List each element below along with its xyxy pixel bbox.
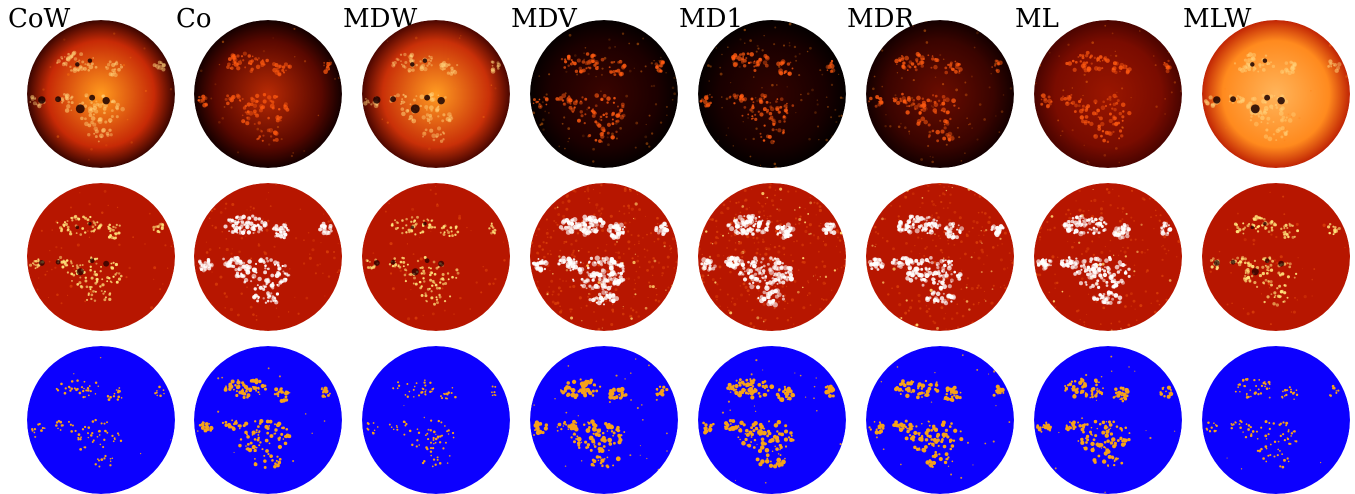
disk-background (27, 20, 175, 168)
disk-background (1202, 20, 1350, 168)
solar-disk-segmentation-co (194, 346, 342, 494)
solar-disk-segmentation-ml (1034, 346, 1182, 494)
disk-background (1202, 346, 1350, 494)
solar-disk-intensity-co (194, 20, 342, 168)
disk-background (362, 346, 510, 494)
disk-background (530, 183, 678, 331)
disk-background (866, 20, 1014, 168)
solar-disk-intensity-mdr (866, 20, 1014, 168)
solar-disk-segmentation-mdv (530, 346, 678, 494)
solar-disk-contrast-mlw (1202, 183, 1350, 331)
disk-background (194, 20, 342, 168)
solar-disk-intensity-mlw (1202, 20, 1350, 168)
disk-background (1034, 346, 1182, 494)
disk-background (866, 346, 1014, 494)
solar-disk-contrast-mdr (866, 183, 1014, 331)
solar-disk-contrast-mdw (362, 183, 510, 331)
disk-background (194, 183, 342, 331)
solar-disk-intensity-mdv (530, 20, 678, 168)
disk-background (1034, 183, 1182, 331)
solar-disk-contrast-mdv (530, 183, 678, 331)
solar-disk-intensity-md1 (698, 20, 846, 168)
disk-background (530, 20, 678, 168)
solar-disk-intensity-cow (27, 20, 175, 168)
solar-disk-intensity-ml (1034, 20, 1182, 168)
solar-disk-segmentation-cow (27, 346, 175, 494)
disk-background (866, 183, 1014, 331)
disk-background (362, 20, 510, 168)
solar-disk-segmentation-md1 (698, 346, 846, 494)
disk-background (1202, 183, 1350, 331)
solar-disk-contrast-md1 (698, 183, 846, 331)
disk-background (698, 346, 846, 494)
disk-background (1034, 20, 1182, 168)
solar-disk-intensity-mdw (362, 20, 510, 168)
solar-disk-contrast-ml (1034, 183, 1182, 331)
solar-disk-segmentation-mdr (866, 346, 1014, 494)
solar-disk-segmentation-mdw (362, 346, 510, 494)
disk-background (530, 346, 678, 494)
solar-disk-contrast-cow (27, 183, 175, 331)
disk-background (698, 20, 846, 168)
solar-disk-contrast-co (194, 183, 342, 331)
solar-disk-segmentation-mlw (1202, 346, 1350, 494)
disk-background (27, 346, 175, 494)
